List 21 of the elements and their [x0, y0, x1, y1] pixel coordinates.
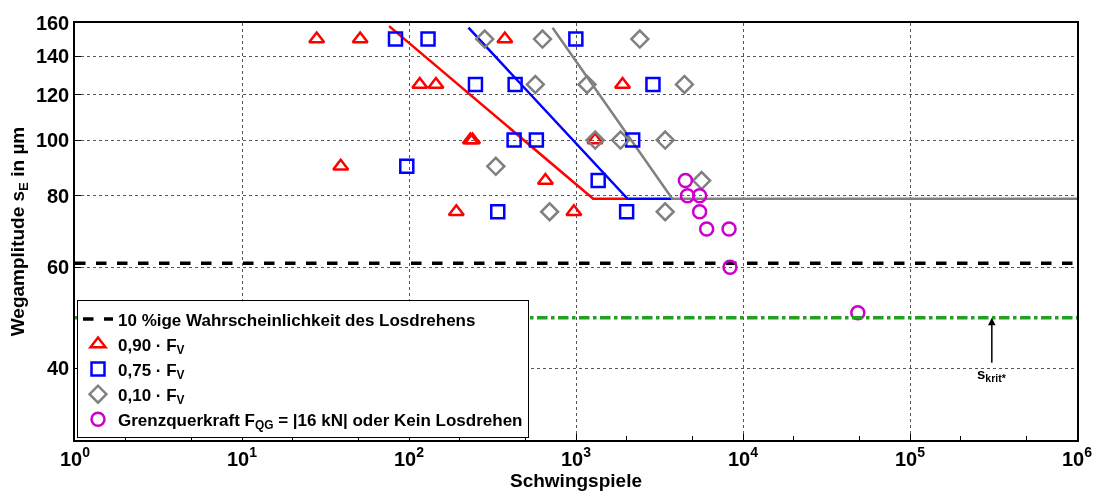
y-tick-label: 120	[35, 83, 70, 106]
legend-label: 0,10 · F$_{V}$	[118, 385, 185, 408]
y-tick-label: 100	[35, 129, 70, 152]
x-tick-label: 10$^{0}$	[59, 444, 91, 470]
y-tick-label: 140	[35, 45, 70, 68]
legend-label: Grenzquerkraft F$_{QG}$ = |16 kN| oder Kein Losdrehen	[118, 410, 523, 433]
y-tick-label: 60	[47, 256, 70, 279]
y-tick-label: 160	[35, 12, 70, 34]
y-tick-label: 40	[47, 357, 70, 380]
x-tick-label: 10$^{5}$	[894, 444, 926, 470]
x-tick-label: 10$^{1}$	[226, 444, 258, 470]
legend-label: 10 %ige Wahrscheinlichkeit des Losdrehens	[118, 310, 476, 330]
x-axis-title: Schwingspiele	[510, 469, 642, 491]
legend-label: 0,75 · F$_{V}$	[118, 360, 185, 383]
legend-label: 0,90 · F$_{V}$	[118, 335, 185, 358]
x-tick-label: 10$^{2}$	[393, 444, 425, 470]
x-tick-label: 10$^{4}$	[727, 444, 759, 470]
y-tick-label: 80	[47, 184, 70, 207]
ref-line-label: s$_{krit*}$	[977, 365, 1007, 385]
x-tick-label: 10$^{3}$	[560, 444, 592, 470]
x-tick-label: 10$^{6}$	[1061, 444, 1093, 470]
